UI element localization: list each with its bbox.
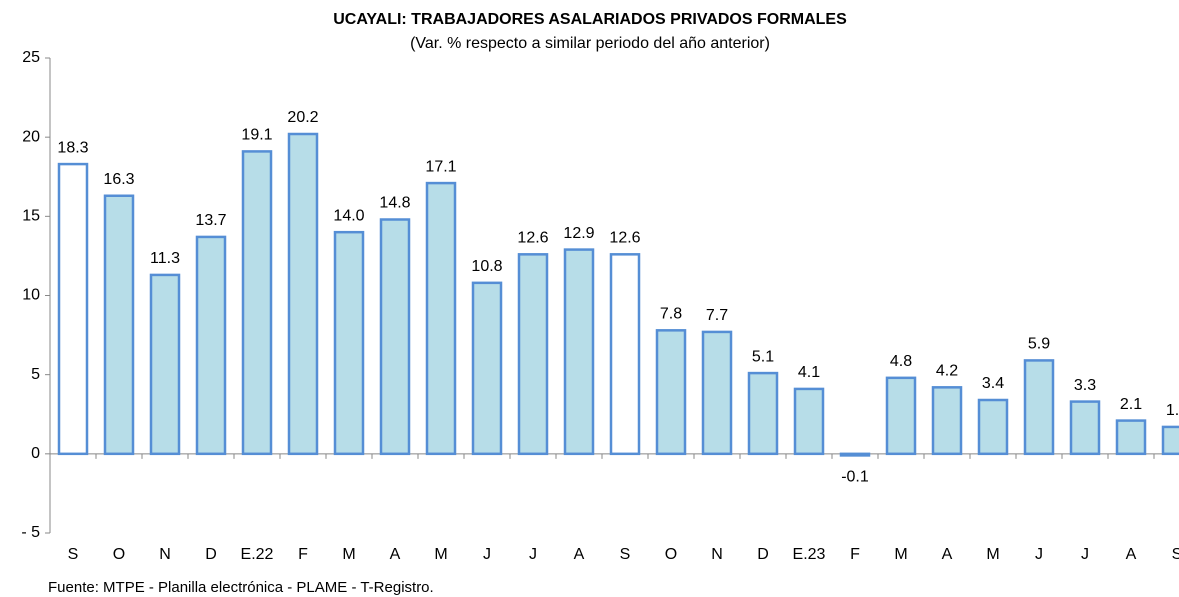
bar	[701, 330, 733, 456]
y-tick-label: 25	[22, 49, 40, 66]
value-label: 5.1	[752, 348, 774, 365]
value-label: 19.1	[241, 127, 272, 144]
x-tick-label: O	[665, 546, 677, 563]
x-tick-label: J	[1081, 546, 1089, 563]
value-label: 7.7	[706, 307, 728, 324]
y-tick-label: 0	[31, 445, 40, 462]
x-tick-label: E.22	[241, 546, 274, 563]
bar	[563, 248, 595, 456]
value-label: 16.3	[103, 171, 134, 188]
bar	[103, 194, 135, 456]
value-label: 1.7	[1166, 402, 1179, 419]
value-label: -0.1	[841, 469, 869, 486]
bar	[793, 387, 825, 456]
bar	[655, 329, 687, 456]
y-tick-label: 20	[22, 128, 40, 145]
y-tick-label: 15	[22, 208, 40, 225]
bar	[379, 218, 411, 456]
x-tick-label: A	[1126, 546, 1137, 563]
value-label: 3.4	[982, 375, 1004, 392]
bar	[517, 253, 549, 456]
bar	[1161, 425, 1179, 456]
value-label: 13.7	[195, 212, 226, 229]
x-tick-label: M	[986, 546, 999, 563]
x-tick-label: F	[298, 546, 308, 563]
y-tick-label: 10	[22, 287, 40, 304]
x-tick-label: S	[620, 546, 631, 563]
value-label: 14.8	[379, 195, 410, 212]
bar	[747, 371, 779, 456]
bar	[1069, 400, 1101, 456]
x-tick-label: A	[942, 546, 953, 563]
x-tick-label: S	[1172, 546, 1179, 563]
x-tick-label: M	[894, 546, 907, 563]
x-tick-label: J	[1035, 546, 1043, 563]
value-label: 4.1	[798, 364, 820, 381]
bar	[57, 162, 89, 456]
value-label: 18.3	[57, 139, 88, 156]
y-tick-label: 5	[31, 366, 40, 383]
bar	[839, 452, 871, 457]
bar	[241, 150, 273, 456]
bar	[287, 132, 319, 456]
bar	[931, 386, 963, 456]
value-label: 12.6	[517, 230, 548, 247]
x-tick-label: S	[68, 546, 79, 563]
bar	[425, 181, 457, 456]
x-tick-label: F	[850, 546, 860, 563]
x-tick-label: N	[159, 546, 171, 563]
value-label: 7.8	[660, 306, 682, 323]
value-label: 3.3	[1074, 377, 1096, 394]
value-label: 10.8	[471, 258, 502, 275]
x-tick-label: A	[390, 546, 401, 563]
value-label: 5.9	[1028, 336, 1050, 353]
bar	[149, 273, 181, 456]
bar	[1115, 419, 1147, 456]
x-tick-label: D	[757, 546, 769, 563]
value-label: 11.3	[150, 250, 180, 267]
bar	[609, 253, 641, 456]
x-tick-label: N	[711, 546, 723, 563]
value-label: 12.9	[563, 225, 594, 242]
bar	[333, 230, 365, 456]
value-label: 17.1	[425, 158, 456, 175]
chart-subtitle: (Var. % respecto a similar periodo del a…	[410, 35, 770, 52]
chart-title: UCAYALI: TRABAJADORES ASALARIADOS PRIVAD…	[333, 11, 847, 28]
value-label: 4.8	[890, 353, 912, 370]
value-label: 20.2	[287, 109, 318, 126]
bar	[1023, 359, 1055, 456]
bar	[885, 376, 917, 456]
value-label: 12.6	[609, 230, 640, 247]
source-note: Fuente: MTPE - Planilla electrónica - PL…	[48, 579, 434, 596]
x-tick-label: M	[342, 546, 355, 563]
value-label: 14.0	[333, 207, 364, 224]
x-tick-label: M	[434, 546, 447, 563]
x-tick-label: E.23	[793, 546, 826, 563]
bar	[471, 281, 503, 456]
y-tick-label: - 5	[21, 524, 40, 541]
bar	[977, 398, 1009, 456]
value-label: 2.1	[1120, 396, 1142, 413]
x-tick-label: O	[113, 546, 125, 563]
x-tick-label: D	[205, 546, 217, 563]
bar	[195, 235, 227, 456]
x-tick-label: J	[483, 546, 491, 563]
x-tick-label: J	[529, 546, 537, 563]
x-tick-label: A	[574, 546, 585, 563]
value-label: 4.2	[936, 363, 958, 380]
